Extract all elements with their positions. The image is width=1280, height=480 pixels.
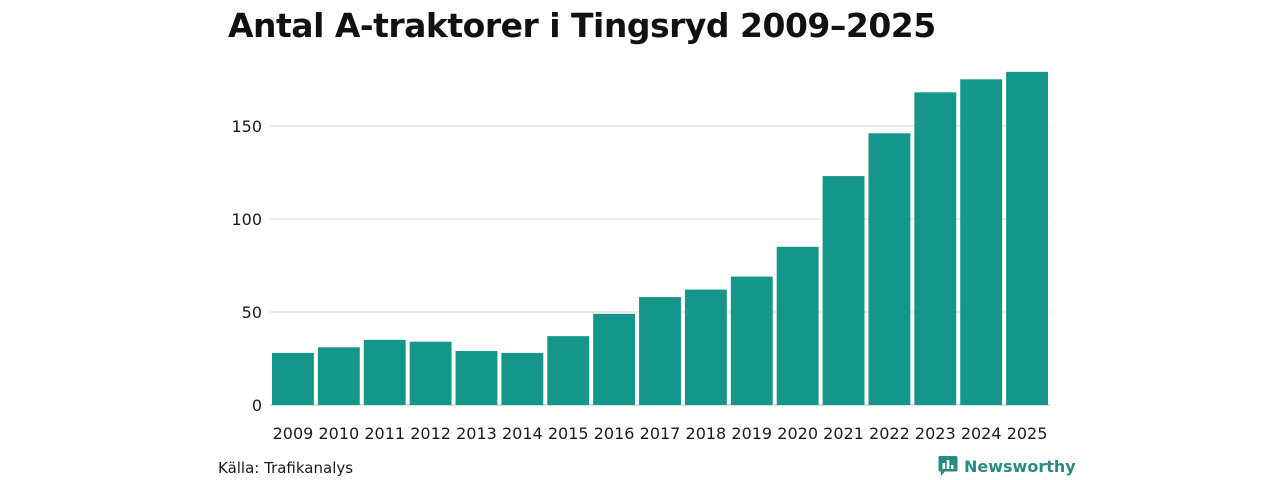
x-tick-label: 2014 [502,424,543,443]
y-tick-label: 50 [242,303,262,322]
x-tick-label: 2017 [640,424,681,443]
x-tick-label: 2010 [318,424,359,443]
newsworthy-logo-icon [938,456,958,476]
bar-2015 [547,336,590,405]
bar-2025 [1006,71,1048,405]
x-tick-label: 2013 [456,424,497,443]
bar-2022 [868,133,911,405]
y-tick-label: 150 [231,117,262,136]
x-tick-label: 2023 [915,424,956,443]
y-tick-label: 100 [231,210,262,229]
x-tick-label: 2019 [731,424,772,443]
y-tick-label: 0 [252,396,262,415]
x-tick-label: 2011 [364,424,405,443]
brand-name: Newsworthy [964,456,1076,476]
x-tick-label: 2024 [961,424,1002,443]
chart-title: Antal A-traktorer i Tingsryd 2009–2025 [228,6,936,45]
x-tick-label: 2009 [273,424,314,443]
bar-2020 [776,246,819,405]
x-tick-label: 2021 [823,424,864,443]
x-tick-label: 2025 [1007,424,1048,443]
bar-2016 [593,313,636,405]
bar-2019 [730,276,773,405]
x-tick-label: 2015 [548,424,589,443]
bar-2017 [639,297,681,405]
bar-2014 [501,352,544,405]
x-tick-label: 2016 [594,424,635,443]
x-tick-label: 2018 [686,424,727,443]
x-axis-tick-labels: 2009 2010 2011 2012 2013 2014 2015 2016 2017 2018… [273,424,1048,443]
bar-2024 [960,79,1003,406]
bar-2011 [363,339,406,405]
x-tick-label: 2012 [410,424,451,443]
bars [272,71,1048,406]
bar-2010 [317,347,360,405]
bar-2012 [409,341,452,405]
bar-2018 [684,289,727,405]
y-axis-tick-labels: 0 50 100 150 [231,117,262,415]
x-tick-label: 2022 [869,424,910,443]
bar-2023 [914,92,957,405]
bar-2009 [272,352,314,405]
newsworthy-brand: Newsworthy [938,455,1076,477]
bar-2013 [455,351,498,405]
source-note: Källa: Trafikanalys [218,459,354,477]
bar-2021 [822,176,865,405]
x-tick-label: 2020 [777,424,818,443]
